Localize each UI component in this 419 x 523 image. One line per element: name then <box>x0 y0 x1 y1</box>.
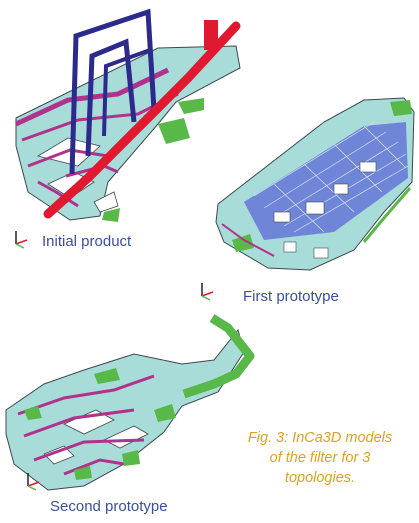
figure-caption: Fig. 3: InCa3D models of the filter for … <box>222 428 418 488</box>
label-second-prototype: Second prototype <box>50 498 168 515</box>
caption-line: Fig. 3: InCa3D models <box>247 430 393 446</box>
model-initial-product <box>8 6 243 231</box>
caption-line: topologies. <box>284 470 356 486</box>
label-first-prototype: First prototype <box>243 288 339 305</box>
model-first-prototype <box>214 92 419 282</box>
model-second-prototype <box>4 314 266 496</box>
axis-triad-icon <box>10 228 32 255</box>
label-initial-product: Initial product <box>42 233 132 250</box>
axis-triad-icon <box>196 280 218 307</box>
axis-triad-icon <box>22 470 44 497</box>
caption-line: of the filter for 3 <box>269 450 371 466</box>
